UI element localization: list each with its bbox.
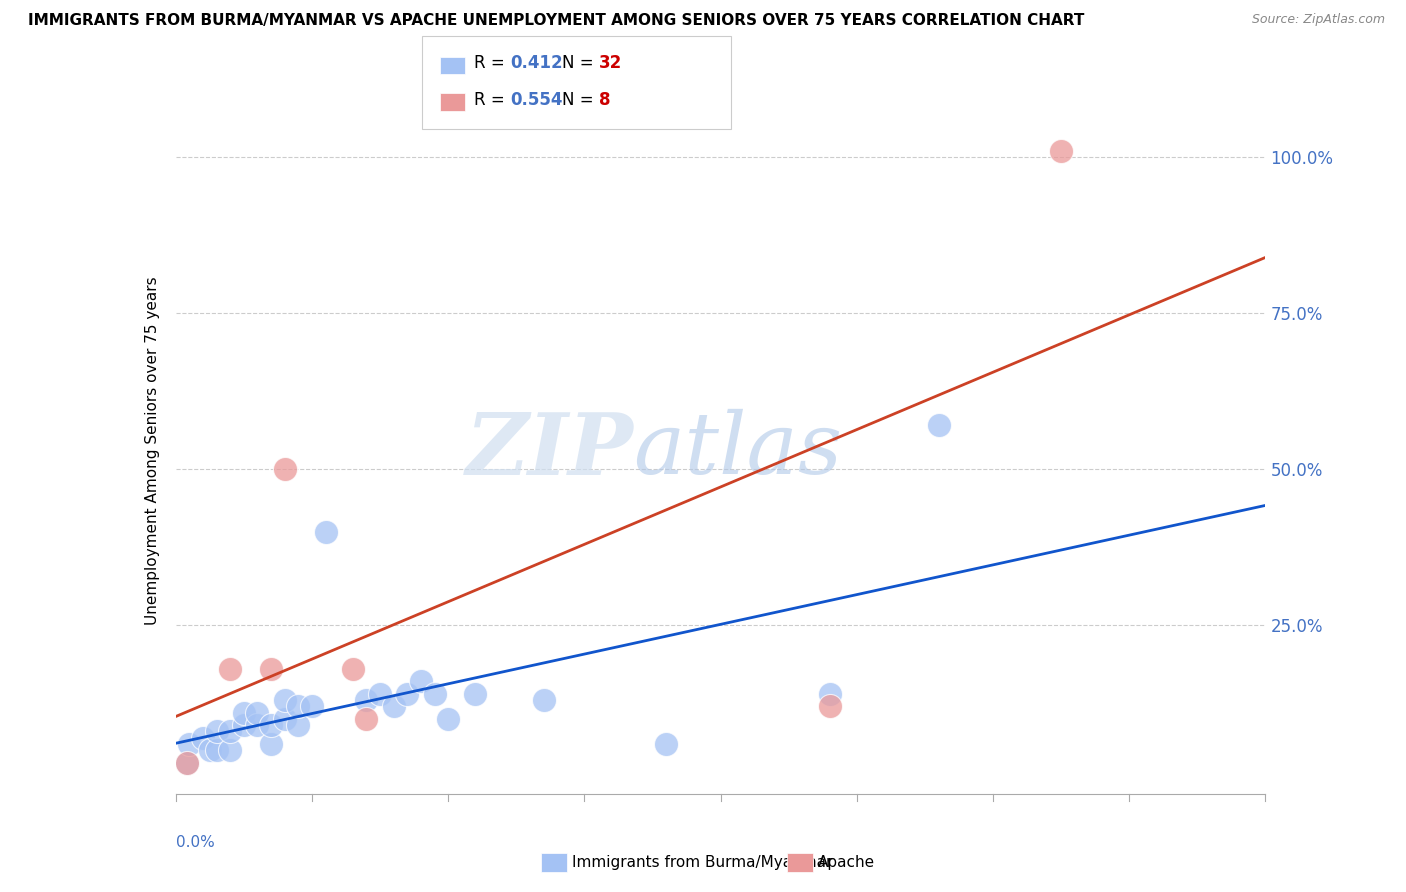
Point: [928, 418, 950, 433]
Point: [205, 743, 228, 757]
Point: [176, 756, 198, 770]
Text: 0.554: 0.554: [510, 91, 562, 109]
Point: [301, 699, 323, 714]
Text: Apache: Apache: [818, 855, 876, 870]
Point: [176, 756, 198, 770]
Point: [274, 712, 297, 726]
Point: [356, 712, 378, 726]
Point: [198, 743, 221, 757]
Point: [191, 731, 214, 745]
Point: [287, 718, 309, 732]
Point: [382, 699, 405, 714]
Point: [655, 737, 678, 751]
Point: [818, 687, 841, 701]
Point: [219, 662, 242, 676]
Point: [232, 706, 254, 720]
Point: [342, 662, 364, 676]
Point: [464, 687, 486, 701]
Point: [423, 687, 446, 701]
Point: [287, 699, 309, 714]
Point: [260, 737, 283, 751]
Text: Immigrants from Burma/Myanmar: Immigrants from Burma/Myanmar: [572, 855, 832, 870]
Point: [246, 706, 269, 720]
Point: [232, 718, 254, 732]
Text: R =: R =: [474, 54, 510, 72]
Point: [356, 693, 378, 707]
Point: [205, 724, 228, 739]
Text: 8: 8: [599, 91, 610, 109]
Text: 0.412: 0.412: [510, 54, 562, 72]
Text: IMMIGRANTS FROM BURMA/MYANMAR VS APACHE UNEMPLOYMENT AMONG SENIORS OVER 75 YEARS: IMMIGRANTS FROM BURMA/MYANMAR VS APACHE …: [28, 13, 1084, 29]
Point: [409, 674, 432, 689]
Text: N =: N =: [562, 91, 599, 109]
Text: 32: 32: [599, 54, 623, 72]
Point: [274, 693, 297, 707]
Point: [533, 693, 555, 707]
Point: [246, 718, 269, 732]
Point: [260, 662, 283, 676]
Text: Source: ZipAtlas.com: Source: ZipAtlas.com: [1251, 13, 1385, 27]
Y-axis label: Unemployment Among Seniors over 75 years: Unemployment Among Seniors over 75 years: [145, 277, 160, 624]
Point: [179, 737, 201, 751]
Point: [437, 712, 460, 726]
Text: R =: R =: [474, 91, 510, 109]
Point: [260, 718, 283, 732]
Point: [818, 699, 841, 714]
Point: [396, 687, 419, 701]
Point: [274, 462, 297, 476]
Point: [368, 687, 391, 701]
Point: [219, 724, 242, 739]
Text: ZIP: ZIP: [465, 409, 633, 492]
Text: N =: N =: [562, 54, 599, 72]
Point: [1050, 144, 1073, 158]
Point: [219, 743, 242, 757]
Point: [315, 524, 337, 539]
Text: atlas: atlas: [633, 409, 842, 491]
Text: 0.0%: 0.0%: [176, 835, 215, 850]
